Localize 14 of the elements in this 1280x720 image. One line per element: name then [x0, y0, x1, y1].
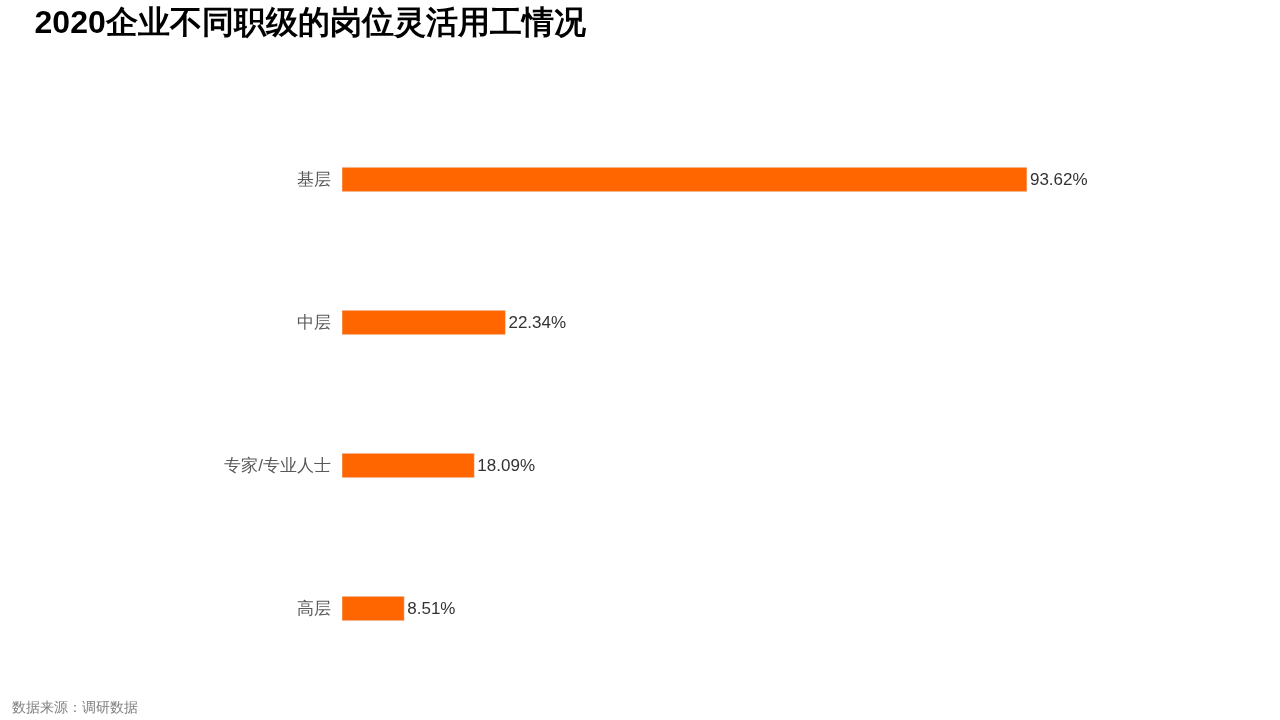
data-label: 8.51% [407, 599, 456, 619]
bar [342, 596, 405, 621]
y-tick-label: 基层 [297, 170, 331, 190]
bar [342, 310, 506, 335]
y-tick-label: 中层 [297, 313, 331, 333]
data-label: 93.62% [1029, 170, 1088, 190]
y-tick-label: 高层 [297, 599, 331, 619]
bar [342, 167, 1028, 192]
y-tick-label: 专家/专业人士 [224, 456, 331, 476]
data-label: 22.34% [508, 313, 567, 333]
source-note: 数据来源：调研数据 [12, 699, 138, 715]
data-label: 18.09% [477, 456, 536, 476]
chart-title: 2020企业不同职级的岗位灵活用工情况 [34, 4, 587, 41]
bar [342, 453, 475, 478]
